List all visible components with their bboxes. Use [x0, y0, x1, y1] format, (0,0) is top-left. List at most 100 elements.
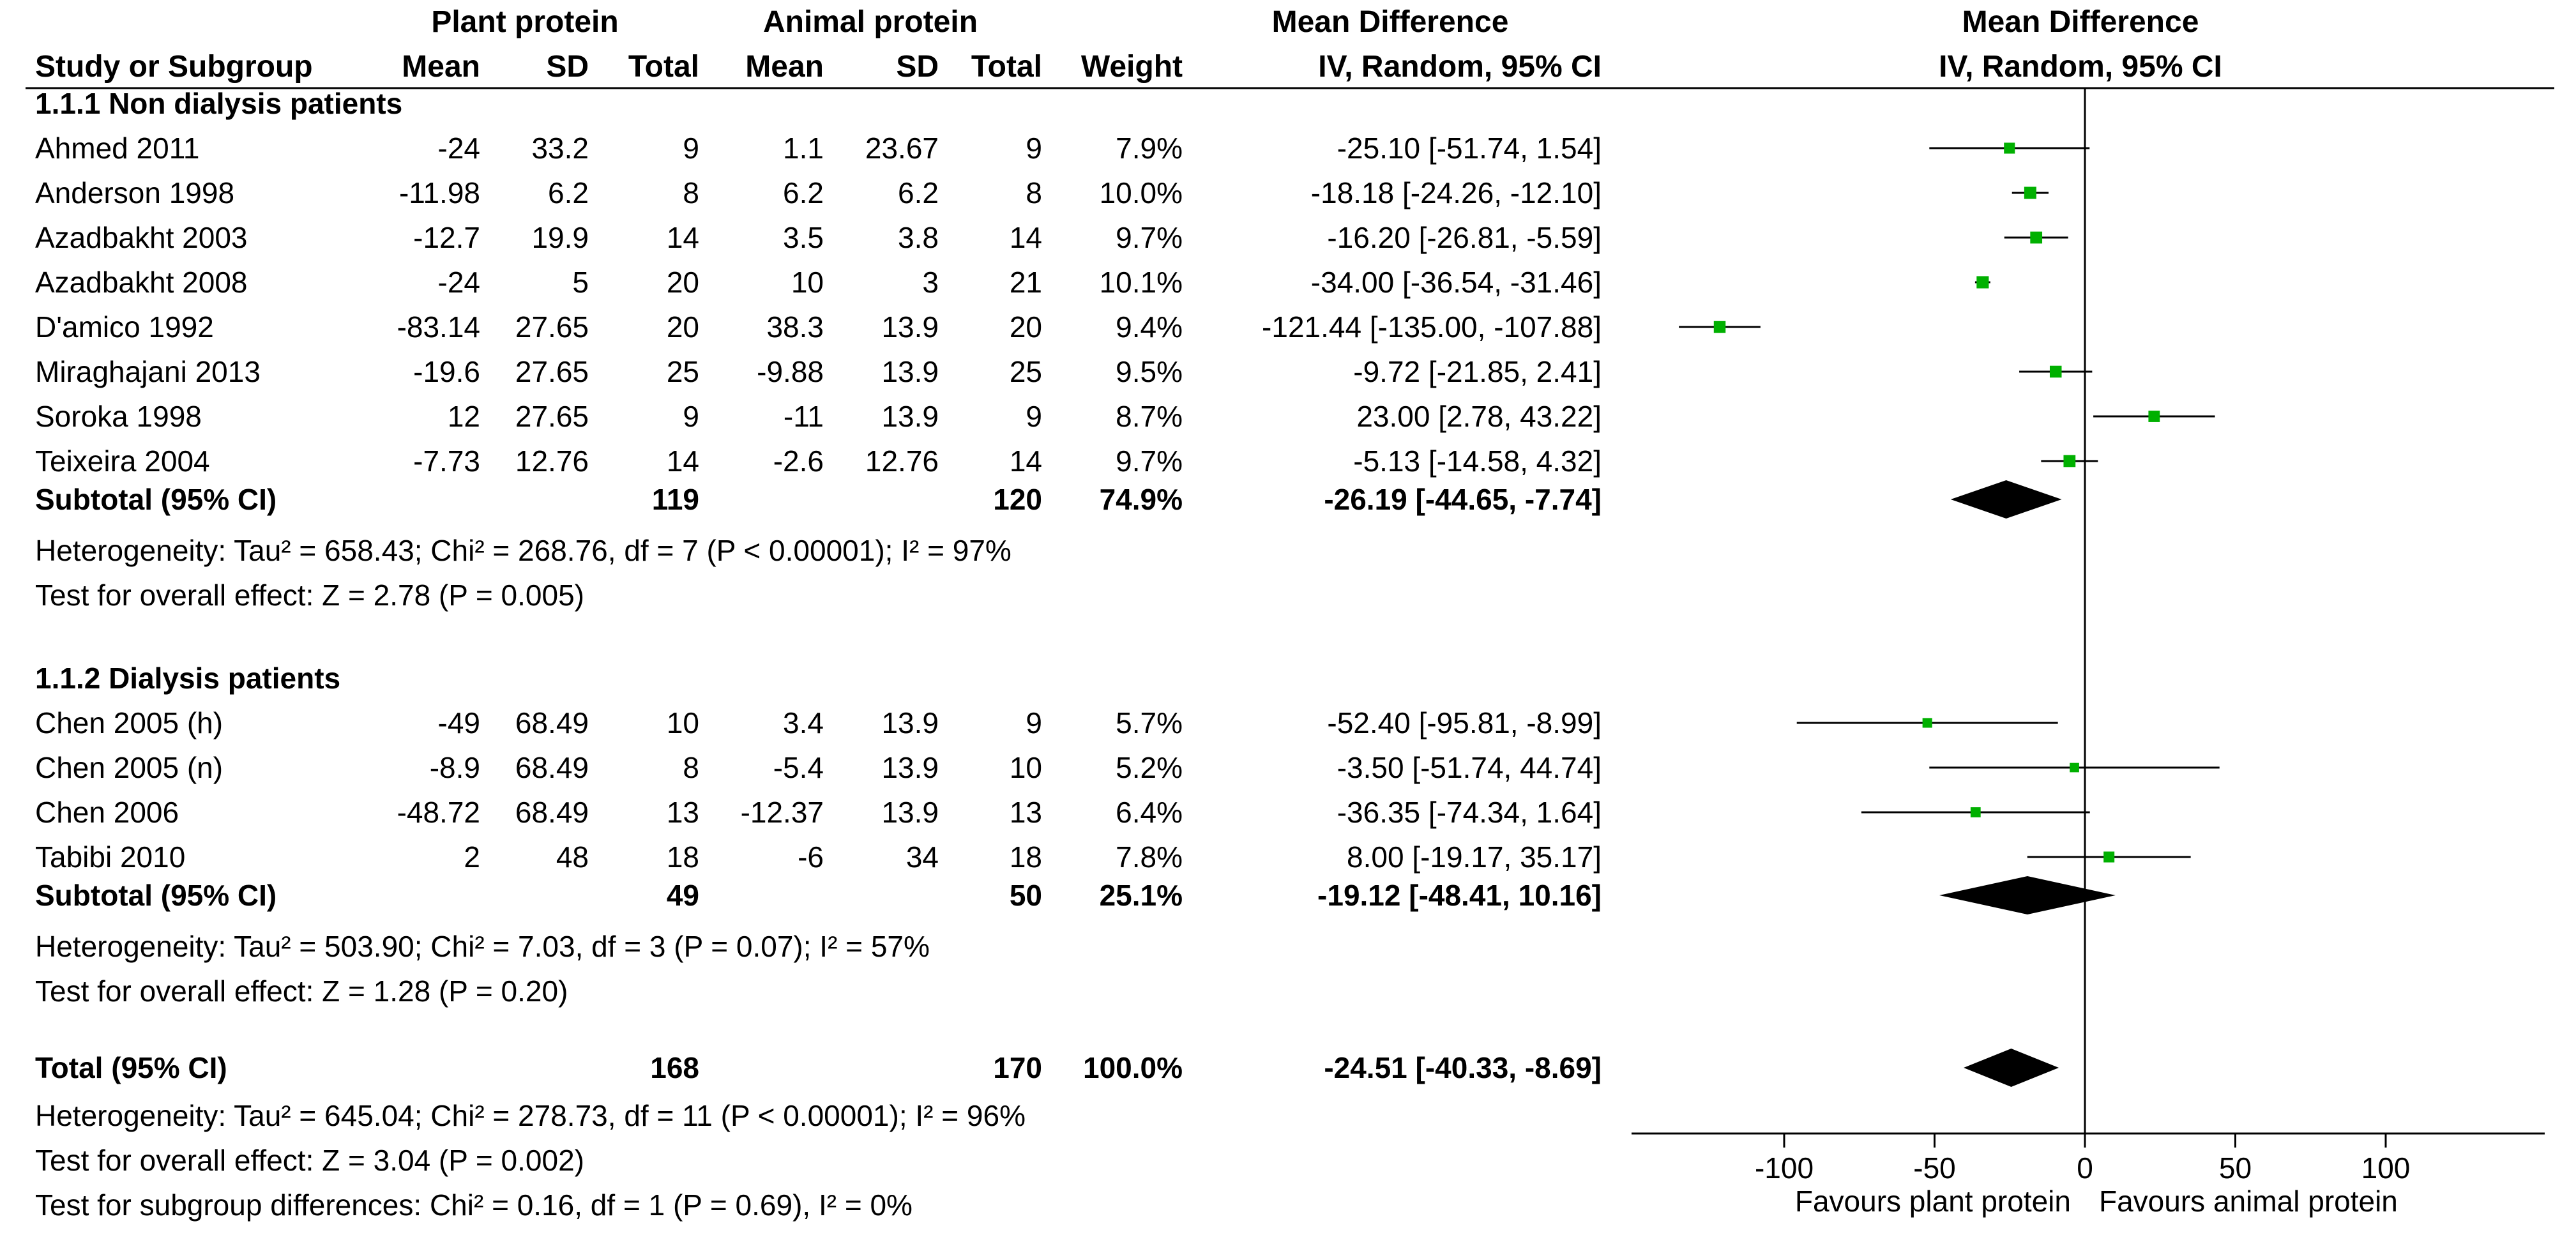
study-ci: -52.40 [-95.81, -8.99] [1327, 706, 1602, 739]
animal-total: 14 [1010, 221, 1042, 254]
study-weight: 10.0% [1100, 176, 1183, 209]
study-name: Chen 2005 (n) [35, 751, 223, 784]
col-animal-total: Total [971, 50, 1042, 84]
study-ci: -36.35 [-74.34, 1.64] [1337, 796, 1602, 829]
heterogeneity-text: Heterogeneity: Tau² = 503.90; Chi² = 7.0… [35, 930, 930, 963]
subtotal-animal-total: 50 [1010, 879, 1042, 912]
plant-total: 13 [667, 796, 699, 829]
subtotal-label: Subtotal (95% CI) [35, 483, 277, 516]
study-ci: -5.13 [-14.58, 4.32] [1353, 444, 1602, 478]
animal-mean: -6 [798, 840, 824, 874]
subtotal-label: Subtotal (95% CI) [35, 879, 277, 912]
plant-sd: 19.9 [531, 221, 589, 254]
study-ci: 8.00 [-19.17, 35.17] [1347, 840, 1602, 874]
study-weight: 9.4% [1116, 310, 1183, 344]
header-md-table: Mean Difference [1272, 5, 1509, 39]
total-label: Total (95% CI) [35, 1051, 227, 1084]
animal-total: 8 [1026, 176, 1042, 209]
study-name: Miraghajani 2013 [35, 355, 261, 388]
animal-sd: 13.9 [881, 400, 939, 433]
effect-marker [2024, 186, 2036, 199]
col-method-plot: IV, Random, 95% CI [1939, 50, 2222, 84]
col-animal-mean: Mean [745, 50, 824, 84]
subtotal-plant-total: 49 [667, 879, 699, 912]
col-animal-sd: SD [896, 50, 939, 84]
study-name: Chen 2005 (h) [35, 706, 223, 739]
study-name: Chen 2006 [35, 796, 179, 829]
study-weight: 8.7% [1116, 400, 1183, 433]
effect-marker [1976, 276, 1989, 289]
animal-mean: -2.6 [773, 444, 824, 478]
subgroup-diff-text: Test for subgroup differences: Chi² = 0.… [35, 1188, 913, 1222]
effect-marker [2070, 762, 2079, 773]
animal-mean: -12.37 [741, 796, 824, 829]
animal-sd: 34 [906, 840, 939, 874]
animal-sd: 13.9 [881, 751, 939, 784]
animal-mean: 3.4 [783, 706, 824, 739]
subtotal-weight: 74.9% [1100, 483, 1183, 516]
total-overall-effect-text: Test for overall effect: Z = 3.04 (P = 0… [35, 1144, 584, 1177]
col-plant-sd: SD [546, 50, 589, 84]
animal-mean: 3.5 [783, 221, 824, 254]
plant-sd: 6.2 [548, 176, 589, 209]
plant-mean: -83.14 [397, 310, 480, 344]
animal-sd: 13.9 [881, 796, 939, 829]
plant-total: 14 [667, 221, 699, 254]
total-ci: -24.51 [-40.33, -8.69] [1324, 1051, 1602, 1084]
plant-total: 8 [683, 176, 699, 209]
study-ci: -121.44 [-135.00, -107.88] [1262, 310, 1602, 344]
plant-mean: -11.98 [399, 176, 480, 209]
effect-marker [2148, 411, 2160, 422]
animal-sd: 3.8 [898, 221, 939, 254]
animal-mean: -11 [784, 400, 824, 433]
study-ci: -34.00 [-36.54, -31.46] [1311, 266, 1602, 299]
animal-total: 9 [1026, 400, 1042, 433]
study-ci: -9.72 [-21.85, 2.41] [1353, 355, 1602, 388]
animal-sd: 13.9 [881, 355, 939, 388]
col-weight: Weight [1081, 50, 1183, 84]
total-heterogeneity-text: Heterogeneity: Tau² = 645.04; Chi² = 278… [35, 1099, 1026, 1132]
plant-sd: 68.49 [515, 796, 589, 829]
table-rows: 1.1.1 Non dialysis patients Ahmed 2011 -24… [35, 87, 1602, 1222]
animal-sd: 13.9 [881, 310, 939, 344]
subtotal-weight: 25.1% [1100, 879, 1183, 912]
favours-right-label: Favours animal protein [2099, 1185, 2398, 1218]
animal-mean: -9.88 [757, 355, 824, 388]
plant-mean: -49 [438, 706, 480, 739]
study-name: Azadbakht 2003 [35, 221, 248, 254]
study-name: Tabibi 2010 [35, 840, 185, 874]
study-name: Ahmed 2011 [35, 132, 199, 165]
animal-total: 9 [1026, 132, 1042, 165]
study-name: Soroka 1998 [35, 400, 202, 433]
plant-total: 20 [667, 310, 699, 344]
col-plant-total: Total [628, 50, 699, 84]
plant-mean: 2 [464, 840, 480, 874]
plant-total: 8 [683, 751, 699, 784]
col-plant-mean: Mean [402, 50, 480, 84]
animal-sd: 6.2 [898, 176, 939, 209]
effect-marker [2049, 365, 2062, 378]
plant-total: 14 [667, 444, 699, 478]
study-weight: 5.7% [1116, 706, 1183, 739]
plant-total: 9 [683, 132, 699, 165]
plant-mean: -24 [438, 266, 480, 299]
animal-total: 9 [1026, 706, 1042, 739]
header-animal-protein: Animal protein [763, 5, 978, 39]
plant-mean: -19.6 [413, 355, 480, 388]
study-ci: -25.10 [-51.74, 1.54] [1337, 132, 1602, 165]
plant-sd: 5 [572, 266, 589, 299]
plant-sd: 68.49 [515, 751, 589, 784]
heterogeneity-text: Heterogeneity: Tau² = 658.43; Chi² = 268… [35, 534, 1011, 567]
subtotal-ci: -19.12 [-48.41, 10.16] [1317, 879, 1602, 912]
study-ci: -16.20 [-26.81, -5.59] [1327, 221, 1602, 254]
effect-marker [1922, 718, 1932, 728]
subtotal-animal-total: 120 [993, 483, 1042, 516]
plant-total: 25 [667, 355, 699, 388]
x-tick-label: 100 [2361, 1151, 2411, 1185]
animal-mean: 10 [791, 266, 824, 299]
subtotal-diamond [1939, 876, 2116, 914]
overall-effect-text: Test for overall effect: Z = 2.78 (P = 0… [35, 579, 584, 612]
plant-total: 18 [667, 840, 699, 874]
x-tick-label: 50 [2219, 1151, 2252, 1185]
